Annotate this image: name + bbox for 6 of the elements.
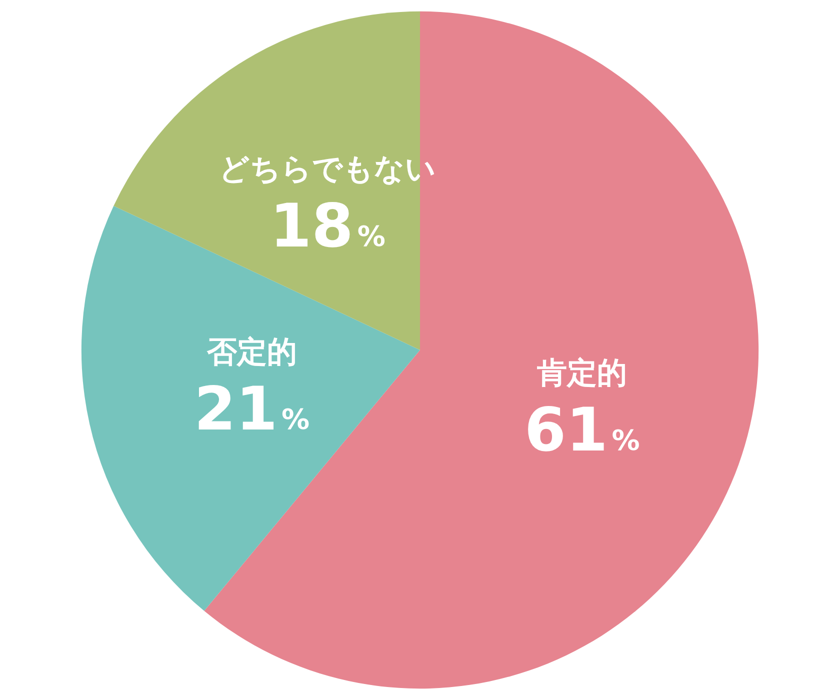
data-label: 21% [194,374,310,445]
slice-label: 肯定的 [536,356,628,391]
data-label: 18% [270,192,386,262]
data-label: 61% [524,395,640,466]
slice-label: 否定的 [206,335,297,370]
slice-label: どちらでもない [219,152,436,188]
